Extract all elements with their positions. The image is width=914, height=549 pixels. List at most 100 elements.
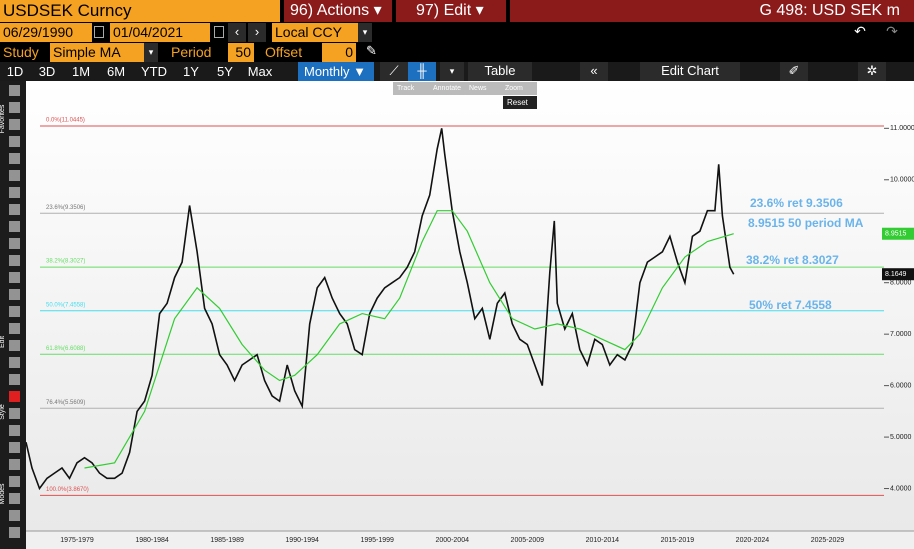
prev-button[interactable]: ‹ [228, 23, 246, 42]
tool-icon[interactable] [9, 357, 20, 368]
annotation: 50% ret 7.4558 [749, 298, 832, 312]
tool-icon[interactable] [9, 221, 20, 232]
tool-icon[interactable] [9, 391, 20, 402]
tool-popup: Track Annotate News Zoom [393, 82, 537, 95]
y-tick-label: 8.0000 [890, 280, 912, 287]
price-tag [882, 227, 914, 240]
tool-icon[interactable] [9, 425, 20, 436]
axis-strip [26, 531, 914, 549]
line-chart-button[interactable]: ⟋ [380, 62, 408, 81]
currency-dropdown[interactable]: ▾ [358, 23, 372, 42]
undo-button[interactable]: ↶ [854, 23, 866, 39]
y-tick-label: 6.0000 [890, 382, 912, 389]
frequency-dropdown[interactable]: Monthly ▼ [298, 62, 374, 81]
tool-button[interactable]: Track [397, 85, 415, 92]
tool-icon[interactable] [9, 493, 20, 504]
tool-icon[interactable] [9, 289, 20, 300]
bar-chart-button[interactable]: ╫ [408, 62, 436, 81]
tool-icon[interactable] [9, 459, 20, 470]
tool-icon[interactable] [9, 136, 20, 147]
x-tick-label: 1990-1994 [285, 537, 319, 544]
period-button[interactable]: 1D [6, 64, 24, 79]
tool-icon[interactable] [9, 408, 20, 419]
tool-icon[interactable] [9, 306, 20, 317]
tool-icon[interactable] [9, 85, 20, 96]
tool-icon[interactable] [9, 323, 20, 334]
next-button[interactable]: › [248, 23, 266, 42]
y-tick-label: 5.0000 [890, 434, 912, 441]
tool-icon[interactable] [9, 340, 20, 351]
sidebar-label: Style [0, 404, 6, 420]
tool-icon[interactable] [9, 187, 20, 198]
tool-icon[interactable] [9, 255, 20, 266]
x-tick-label: 2025-2029 [811, 537, 845, 544]
y-tick-label: 7.0000 [890, 331, 912, 338]
x-tick-label: 1995-1999 [360, 537, 394, 544]
x-tick-label: 2020-2024 [736, 537, 770, 544]
tool-icon[interactable] [9, 442, 20, 453]
redo-button[interactable]: ↷ [886, 23, 898, 39]
x-tick-label: 2000-2004 [436, 537, 470, 544]
period-field[interactable]: 50 [228, 43, 254, 62]
pen-icon[interactable]: ✎ [366, 43, 377, 58]
tool-icon[interactable] [9, 119, 20, 130]
currency-field[interactable]: Local CCY [272, 23, 358, 42]
period-button[interactable]: Max [247, 64, 273, 79]
offset-label: Offset [265, 44, 303, 60]
fib-label: 23.6%(9.3506) [46, 205, 85, 211]
study-label: Study [3, 44, 39, 60]
period-button[interactable]: 1Y [183, 64, 199, 79]
period-button[interactable]: 6M [106, 64, 126, 79]
calendar-icon[interactable] [94, 26, 104, 38]
start-date[interactable]: 06/29/1990 [0, 23, 92, 42]
tool-button[interactable]: News [469, 85, 487, 92]
y-tick-label: 10.0000 [890, 177, 914, 184]
tool-icon[interactable] [9, 204, 20, 215]
study-dropdown[interactable]: ▾ [144, 43, 158, 62]
period-button[interactable]: 1M [71, 64, 91, 79]
x-tick-label: 1980-1984 [135, 537, 169, 544]
fib-label: 100.0%(3.8670) [46, 487, 89, 493]
calendar-icon[interactable] [214, 26, 224, 38]
price-line [26, 128, 735, 491]
price-tag [882, 268, 914, 281]
sidebar-label: Edit [0, 335, 6, 349]
y-tick-label: 11.0000 [890, 125, 914, 132]
chart-type-dropdown[interactable]: ▾ [440, 62, 464, 81]
tool-icon[interactable] [9, 170, 20, 181]
tool-icon[interactable] [9, 527, 20, 538]
tool-button[interactable]: Annotate [433, 85, 462, 92]
tool-icon[interactable] [9, 510, 20, 521]
reset-button[interactable]: Reset [503, 96, 537, 109]
tool-icon[interactable] [9, 272, 20, 283]
edit-menu[interactable]: 97) Edit ▾ [396, 0, 506, 22]
fib-label: 61.8%(6.6088) [46, 346, 85, 352]
study-field[interactable]: Simple MA [50, 43, 144, 62]
tool-icon[interactable] [9, 153, 20, 164]
sidebar-label: Favorites [0, 104, 6, 134]
settings-button[interactable]: ✲ [858, 62, 886, 81]
y-tick-label: 4.0000 [890, 485, 912, 492]
x-tick-label: 2005-2009 [511, 537, 545, 544]
period-button[interactable]: 5Y [217, 64, 233, 79]
annotate-button[interactable]: ✐ [780, 62, 808, 81]
function-title: G 498: USD SEK m [510, 0, 914, 22]
period-button[interactable]: YTD [141, 64, 167, 79]
collapse-button[interactable]: « [580, 62, 608, 81]
plot-background [26, 81, 914, 549]
price-tag-label: 8.9515 [885, 231, 907, 238]
period-button[interactable]: 3D [38, 64, 56, 79]
actions-menu[interactable]: 96) Actions ▾ [284, 0, 392, 22]
table-button[interactable]: Table [468, 62, 532, 81]
offset-field[interactable]: 0 [322, 43, 356, 62]
tool-icon[interactable] [9, 238, 20, 249]
period-label: Period [171, 44, 212, 60]
tool-icon[interactable] [9, 374, 20, 385]
fib-label: 38.2%(8.3027) [46, 259, 85, 265]
edit-chart-button[interactable]: Edit Chart [640, 62, 740, 81]
tool-icon[interactable] [9, 102, 20, 113]
tool-button[interactable]: Zoom [505, 85, 523, 92]
tool-icon[interactable] [9, 476, 20, 487]
end-date[interactable]: 01/04/2021 [110, 23, 210, 42]
security-field[interactable]: USDSEK Curncy [0, 0, 280, 22]
